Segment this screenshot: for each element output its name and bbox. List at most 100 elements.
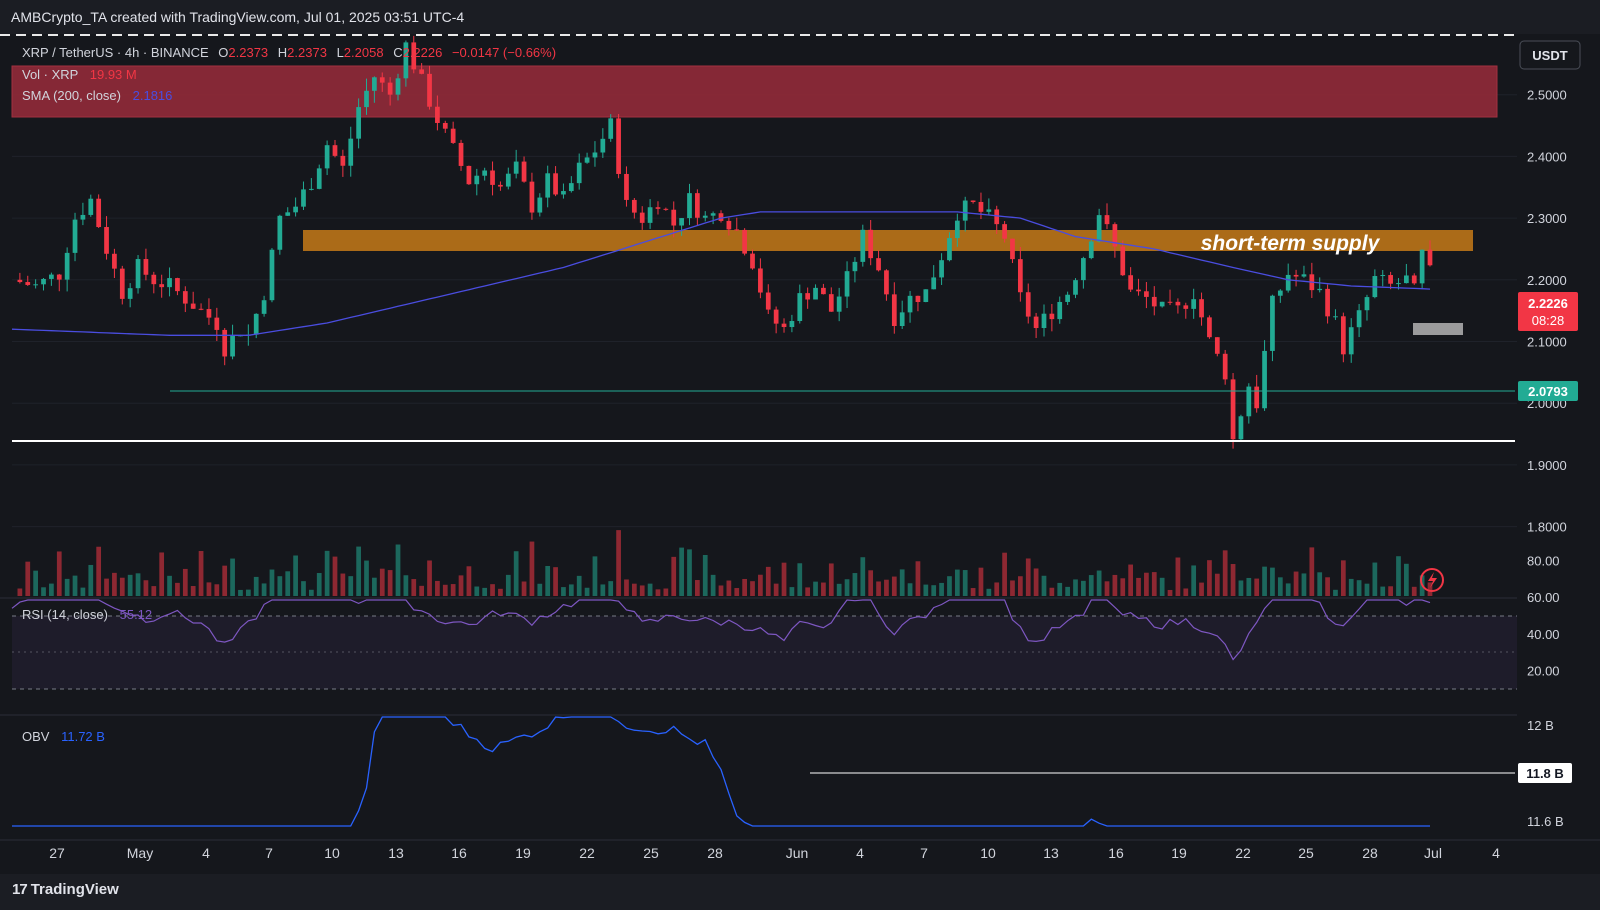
candle-body [1427,249,1433,266]
rsi-axis-ticks: 80.00 60.00 40.00 20.00 [1527,554,1560,679]
candle-body [1010,238,1015,260]
volume-bar [758,574,763,596]
candle-body [1333,316,1338,318]
volume-bar [245,589,251,596]
candle-body [884,270,889,295]
candle-body [1254,386,1260,409]
candle-body [671,209,677,226]
candle-body [947,238,952,261]
candle-body [1096,215,1102,242]
candle-body [1033,316,1039,329]
volume-bar [671,556,677,596]
volume-bar [1333,589,1338,596]
volume-bar [387,570,393,596]
high-resistance-zone [11,65,1498,118]
candle-body [340,155,346,166]
candle-body [781,323,787,328]
volume-bar [986,588,992,596]
candle-body [1230,379,1236,440]
obv-line [12,716,1430,827]
volume-bar [238,589,243,596]
volume-bar [135,573,141,596]
ohlc-close-label: C [393,45,402,60]
candle-body [1049,313,1055,320]
attribution-text: AMBCrypto_TA created with TradingView.co… [11,9,465,25]
volume-bar [466,566,472,596]
support-price-tag [1518,381,1578,401]
volume-bar [1364,583,1370,596]
candle-body [450,128,456,143]
volume-bar [584,587,590,596]
candle-body [907,295,913,313]
volume-bar [742,578,747,596]
volume-bar [222,565,228,596]
candle-body [1183,305,1189,309]
legend: XRP / TetherUS · 4h · BINANCE O2.2373 H2… [22,45,556,744]
volume-bar [679,547,684,596]
volume-bar [119,577,125,596]
volume-bar [33,570,38,596]
volume-bar [781,562,787,596]
svg-text:SMA (200, close) 2.1816: SMA (200, close) 2.1816 [22,88,172,103]
volume-bar [1002,552,1007,596]
volume-bar [419,585,425,596]
price-axis[interactable] [1517,34,1600,840]
time-axis[interactable]: 27 May 4 7 10 13 16 19 22 25 28 Jun 4 7 10 13 16 19 22 25 28… [49,845,1500,861]
candle-body [608,118,614,139]
alert-icon[interactable] [1420,568,1444,592]
candle-body [891,294,897,327]
time-tick-label: 25 [643,845,659,861]
time-tick-label: 13 [388,845,404,861]
volume-bar [545,565,551,596]
volume-bar [695,580,700,596]
tradingview-logo[interactable]: 17 TradingView [12,881,119,898]
volume-bar [939,582,944,596]
volume-bar [687,549,692,596]
candle-body [1073,280,1078,295]
candle-body [151,274,157,285]
volume-bar [1246,577,1252,596]
volume-bar [923,584,929,596]
chart-area[interactable]: short-term supply 2.5000 2.4000 2.3000 2.20… [0,34,1600,874]
candle-body [498,184,503,187]
volume-bar [1033,568,1039,596]
candle-body [435,106,440,123]
candle-body [1277,290,1283,296]
candle-body [1065,294,1070,302]
time-tick-label: 4 [856,845,864,861]
volume-bar [214,584,220,596]
volume-bar [1404,563,1409,596]
candle-body [939,260,944,278]
time-tick-label: 7 [920,845,928,861]
candle-body [1104,215,1110,225]
candle-body [135,259,141,289]
volume-bar [348,576,354,596]
candle-body [773,309,779,324]
obv-value: 11.72 B [61,729,105,744]
volume-bar [25,561,31,596]
volume-bar [277,576,283,596]
volume-bar [647,583,653,596]
volume-bar [435,580,440,596]
volume-bar [324,550,330,596]
time-tick-label: 22 [1235,845,1251,861]
volume-bar [765,566,771,596]
candle-body [505,173,511,187]
candle-body [1112,224,1118,247]
time-tick-label: 16 [1108,845,1124,861]
volume-bar [1199,582,1204,596]
currency-badge[interactable] [1519,40,1581,70]
candle-body [521,161,527,182]
volume-bar [104,578,109,596]
obv-level-value: 11.8 B [1526,766,1564,781]
rsi-tick-label: 60.00 [1527,590,1560,605]
volume-bar [1285,583,1291,596]
time-tick-label: 4 [202,845,210,861]
candle-body [458,142,464,166]
volume-bar [127,574,133,596]
volume-bar [860,557,866,596]
candle-body [1199,299,1204,318]
volume-bar [1136,577,1141,596]
candle-body [387,82,393,95]
candle-body [915,295,921,303]
